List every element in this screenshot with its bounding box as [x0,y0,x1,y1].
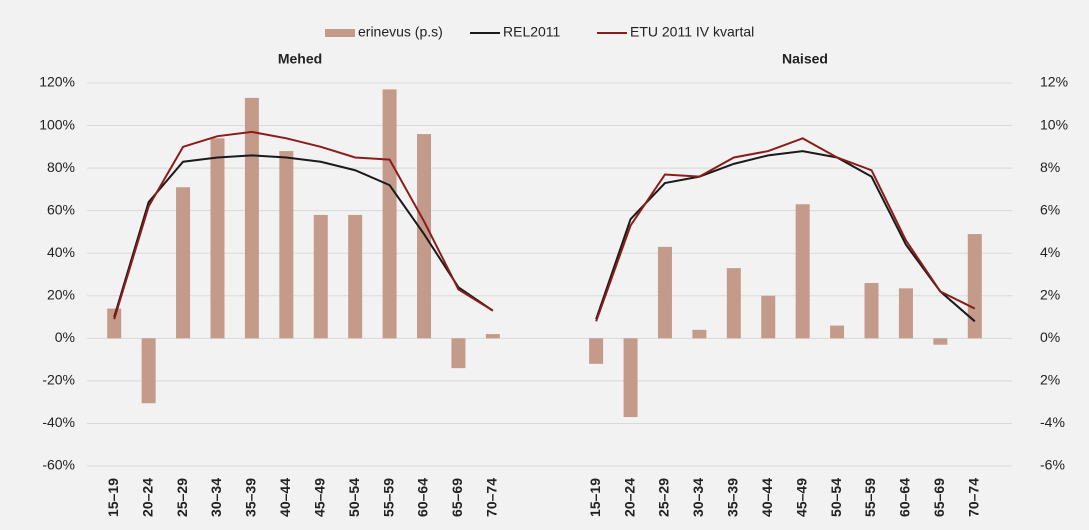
x-tick-label: 15–19 [105,478,121,517]
x-tick-label: 70–74 [484,478,500,517]
y-tick-label: 120% [39,74,75,90]
x-tick-label: 25–29 [656,478,672,517]
x-tick-label: 60–64 [415,478,431,517]
bar [107,308,122,339]
x-tick-label: 30–34 [208,478,224,517]
y2-tick-label: 0% [1040,329,1060,345]
y-tick-label: -40% [42,414,75,430]
y-tick-label: -20% [42,372,75,388]
bar [830,325,845,339]
y2-tick-label: 2% [1040,372,1060,388]
legend-swatch [325,29,355,37]
y2-tick-label: 12% [1040,74,1068,90]
bar [761,295,776,339]
bar [451,338,466,369]
bar [244,97,259,339]
y2-tick-label: 4% [1040,244,1060,260]
bar [382,89,397,339]
x-tick-label: 35–39 [725,478,741,517]
bar [210,138,225,339]
x-tick-label: 60–64 [897,478,913,517]
y2-tick-label: -6% [1040,457,1065,473]
bar [279,151,294,339]
y2-tick-label: 2% [1040,286,1060,302]
bar [692,329,707,339]
panel-title: Mehed [278,51,322,67]
x-tick-label: 55–59 [862,478,878,517]
bar [589,338,604,364]
x-tick-label: 55–59 [380,478,396,517]
x-tick-label: 70–74 [965,478,981,517]
bar [657,246,672,339]
x-tick-label: 40–44 [277,478,293,517]
legend-label: erinevus (p.s) [358,24,443,40]
bar [141,338,156,404]
line [113,130,976,322]
legend-label: ETU 2011 IV kvartal [630,24,754,40]
y-tick-label: 20% [47,286,75,302]
x-tick-label: 45–49 [311,478,327,517]
bar [795,204,810,339]
x-tick-label: 40–44 [759,478,775,517]
y2-tick-label: 6% [1040,201,1060,217]
y-tick-label: 60% [47,201,75,217]
bar [898,288,913,339]
legend-label: REL2011 [503,24,561,40]
y-tick-label: -60% [42,457,75,473]
x-tick-label: 30–34 [690,478,706,517]
bar [623,338,638,418]
x-tick-label: 50–54 [346,478,362,517]
y2-tick-label: 10% [1040,116,1068,132]
bar [933,338,948,345]
x-tick-label: 35–39 [243,478,259,517]
x-tick-label: 65–69 [449,478,465,517]
y2-tick-label: -4% [1040,414,1065,430]
y-tick-label: 40% [47,244,75,260]
bar [864,283,879,339]
panel-title: Naised [782,51,828,67]
x-tick-label: 65–69 [931,478,947,517]
x-tick-label: 15–19 [587,478,603,517]
y-tick-label: 80% [47,159,75,175]
bar [313,214,328,339]
bar [485,334,500,339]
x-tick-label: 50–54 [828,478,844,517]
bar [348,214,363,339]
y-tick-label: 100% [39,116,75,132]
x-tick-label: 25–29 [174,478,190,517]
x-tick-label: 20–24 [139,478,155,517]
y-tick-label: 0% [55,329,75,345]
bar [417,134,432,339]
x-tick-label: 20–24 [621,478,637,517]
bar [176,187,191,339]
line [113,150,976,323]
bar [726,268,741,339]
bar [967,234,982,339]
x-tick-label: 45–49 [793,478,809,517]
y2-tick-label: 8% [1040,159,1060,175]
